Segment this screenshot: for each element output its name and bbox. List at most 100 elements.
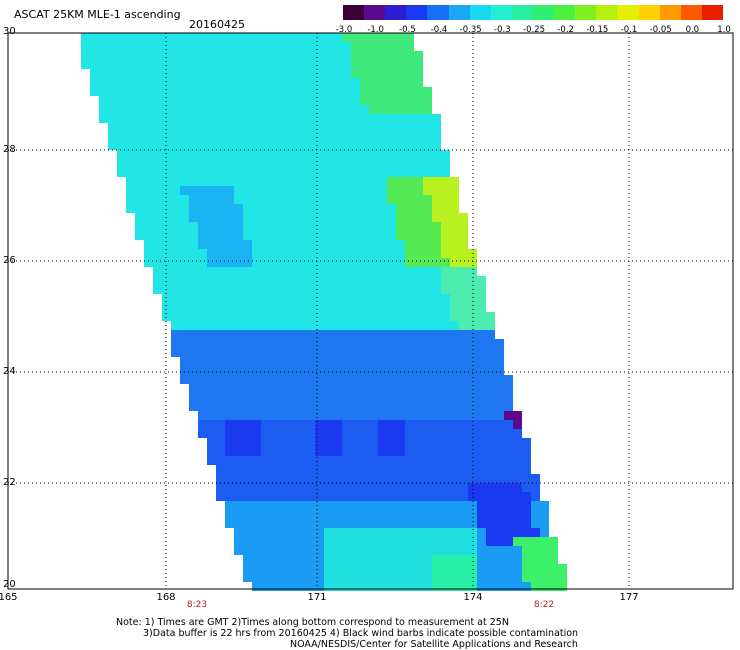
swath-cell	[306, 465, 315, 474]
swath-cell	[333, 159, 342, 168]
swath-cell	[423, 123, 432, 132]
swath-cell	[387, 51, 396, 60]
swath-cell	[288, 222, 297, 231]
swath-cell	[243, 168, 252, 177]
swath-cell	[495, 411, 504, 420]
swath-cell	[270, 60, 279, 69]
swath-cell	[414, 555, 423, 564]
swath-cell	[171, 105, 180, 114]
swath-cell	[360, 186, 369, 195]
swath-cell	[315, 519, 324, 528]
swath-cell	[477, 339, 486, 348]
swath-cell	[189, 339, 198, 348]
swath-cell	[369, 393, 378, 402]
swath-cell	[297, 564, 306, 573]
swath-cell	[441, 465, 450, 474]
swath-cell	[360, 249, 369, 258]
swath-cell	[225, 420, 234, 429]
swath-cell	[423, 465, 432, 474]
swath-cell	[306, 60, 315, 69]
swath-cell	[414, 411, 423, 420]
swath-cell	[225, 132, 234, 141]
swath-cell	[441, 519, 450, 528]
swath-cell	[216, 312, 225, 321]
swath-cell	[477, 420, 486, 429]
swath-cell	[360, 537, 369, 546]
swath-cell	[432, 438, 441, 447]
swath-cell	[459, 420, 468, 429]
colorbar-label: 1.0	[717, 25, 731, 35]
swath-cell	[459, 537, 468, 546]
swath-cell	[216, 42, 225, 51]
swath-cell	[504, 501, 513, 510]
swath-cell	[432, 366, 441, 375]
y-tick-20: 20	[3, 579, 16, 590]
swath-cell	[135, 195, 144, 204]
swath-cell	[495, 348, 504, 357]
swath-cell	[333, 411, 342, 420]
swath-cell	[108, 141, 117, 150]
colorbar-swatch	[343, 5, 365, 20]
swath-cell	[180, 69, 189, 78]
swath-cell	[216, 321, 225, 330]
swath-cell	[441, 555, 450, 564]
swath-cell	[252, 294, 261, 303]
swath-cell	[198, 357, 207, 366]
swath-cell	[522, 564, 531, 573]
swath-cell	[387, 114, 396, 123]
swath-cell	[171, 177, 180, 186]
swath-cell	[378, 519, 387, 528]
swath-cell	[342, 429, 351, 438]
swath-cell	[405, 492, 414, 501]
swath-cell	[369, 411, 378, 420]
swath-cell	[513, 429, 522, 438]
swath-cell	[207, 42, 216, 51]
swath-cell	[423, 447, 432, 456]
swath-cell	[423, 96, 432, 105]
swath-cell	[279, 492, 288, 501]
swath-cell	[369, 312, 378, 321]
swath-cell	[234, 546, 243, 555]
swath-cell	[279, 456, 288, 465]
swath-cell	[189, 384, 198, 393]
swath-cell	[441, 357, 450, 366]
swath-cell	[441, 420, 450, 429]
swath-cell	[270, 573, 279, 582]
swath-cell	[288, 87, 297, 96]
swath-cell	[153, 42, 162, 51]
swath-cell	[450, 285, 459, 294]
colorbar-swatch	[364, 5, 386, 20]
swath-cell	[252, 231, 261, 240]
swath-cell	[522, 555, 531, 564]
swath-cell	[306, 366, 315, 375]
swath-cell	[270, 375, 279, 384]
swath-cell	[306, 222, 315, 231]
swath-cell	[486, 519, 495, 528]
swath-cell	[171, 294, 180, 303]
swath-cell	[198, 285, 207, 294]
swath-cell	[531, 501, 540, 510]
swath-cell	[441, 438, 450, 447]
swath-cell	[441, 564, 450, 573]
swath-cell	[234, 528, 243, 537]
swath-cell	[342, 393, 351, 402]
swath-cell	[243, 195, 252, 204]
swath-cell	[279, 339, 288, 348]
swath-cell	[171, 78, 180, 87]
swath-cell	[441, 159, 450, 168]
swath-cell	[315, 60, 324, 69]
swath-cell	[81, 42, 90, 51]
swath-cell	[225, 465, 234, 474]
swath-cell	[423, 573, 432, 582]
swath-cell	[342, 195, 351, 204]
swath-cell	[306, 375, 315, 384]
swath-cell	[333, 285, 342, 294]
swath-cell	[423, 384, 432, 393]
swath-cell	[189, 330, 198, 339]
swath-cell	[243, 348, 252, 357]
swath-cell	[270, 294, 279, 303]
swath-cell	[306, 384, 315, 393]
swath-cell	[315, 456, 324, 465]
swath-cell	[225, 303, 234, 312]
swath-cell	[450, 240, 459, 249]
